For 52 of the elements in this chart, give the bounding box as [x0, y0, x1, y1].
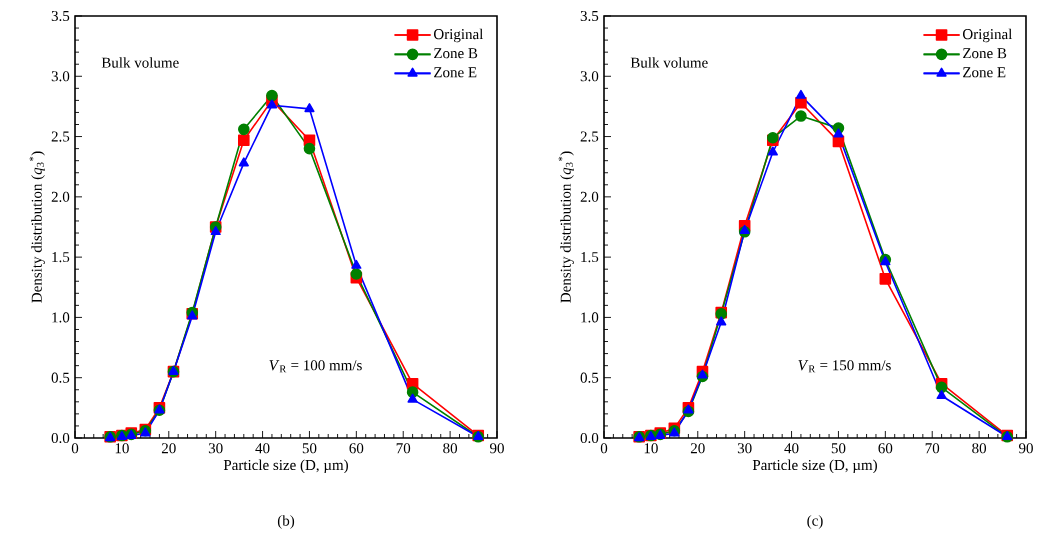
- x-tick-label: 30: [208, 443, 223, 454]
- y-tick-label: 3.5: [580, 10, 599, 22]
- x-tick-label: 70: [396, 443, 411, 454]
- legend-label: Zone B: [434, 48, 478, 59]
- x-tick-label: 60: [349, 443, 364, 454]
- y-tick-label: 2.5: [51, 131, 70, 142]
- x-tick-label: 10: [644, 443, 658, 454]
- text: (c): [807, 515, 823, 529]
- x-tick-label: 20: [161, 443, 176, 454]
- legend-label: Zone E: [434, 67, 477, 78]
- text: (b): [277, 515, 295, 529]
- annotation: Bulk volume: [101, 57, 179, 68]
- x-axis-title: Particle size (D, µm): [752, 459, 877, 474]
- x-tick-label: 0: [71, 443, 79, 454]
- x-tick-label: 60: [878, 443, 893, 454]
- y-tick-label: 1.5: [581, 252, 599, 263]
- x-tick-label: 40: [784, 443, 799, 454]
- y-tick-label: 3.0: [580, 71, 599, 82]
- x-tick-label: 80: [443, 443, 458, 454]
- x-tick-label: 50: [831, 443, 846, 454]
- y-tick-label: 1.0: [581, 312, 599, 323]
- x-tick-label: 40: [255, 443, 270, 454]
- x-tick-label: 10: [115, 443, 129, 454]
- y-tick-label: 1.0: [52, 312, 70, 323]
- y-tick-label: 0.0: [51, 432, 70, 444]
- y-tick-label: 1.5: [52, 252, 70, 263]
- y-axis-title: Density distribution (q$_{3}$$^{*}$): [29, 151, 45, 303]
- x-tick-label: 90: [489, 443, 504, 454]
- y-tick-label: 3.0: [51, 71, 70, 82]
- y-tick-label: 2.5: [580, 131, 599, 142]
- y-tick-label: 0.0: [580, 432, 599, 444]
- y-axis-title: Density distribution (q$_{3}$$^{*}$): [558, 151, 574, 303]
- x-tick-label: 20: [690, 443, 705, 454]
- annotation: V$_{R}$ = 100 mm/s: [269, 360, 362, 373]
- x-tick-label: 70: [925, 443, 940, 454]
- x-tick-label: 80: [972, 443, 987, 454]
- legend-label: Zone B: [963, 48, 1007, 59]
- x-axis-title: Particle size (D, µm): [223, 459, 348, 474]
- legend-label: Original: [962, 28, 1013, 43]
- y-tick-label: 0.5: [580, 372, 599, 383]
- y-tick-label: 2.0: [580, 191, 599, 202]
- x-tick-label: 90: [1018, 443, 1033, 454]
- x-tick-label: 50: [302, 443, 317, 454]
- x-tick-label: 30: [737, 443, 752, 454]
- legend-label: Zone E: [963, 67, 1006, 78]
- y-tick-label: 3.5: [51, 10, 70, 22]
- y-tick-label: 2.0: [51, 191, 70, 202]
- legend-label: Original: [433, 28, 484, 43]
- x-tick-label: 0: [600, 443, 608, 454]
- annotation: V$_{R}$ = 150 mm/s: [798, 360, 891, 373]
- annotation: Bulk volume: [630, 57, 708, 68]
- y-tick-label: 0.5: [51, 372, 70, 383]
